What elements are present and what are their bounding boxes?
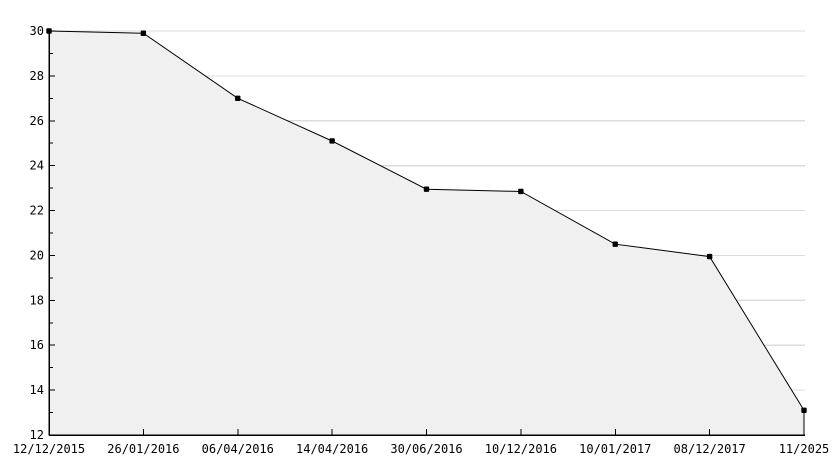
y-tick-label: 24: [30, 159, 44, 173]
y-tick-label: 16: [30, 338, 44, 352]
data-point-marker: [329, 138, 335, 144]
x-tick-label: 10/12/2016: [485, 442, 557, 456]
x-tick-label: 06/04/2016: [202, 442, 274, 456]
data-point-marker: [518, 188, 524, 195]
x-tick-label: 30/06/2016: [390, 442, 462, 456]
x-tick-label: 26/01/2016: [107, 442, 179, 456]
data-point-marker: [423, 186, 430, 192]
y-tick-label: 26: [30, 114, 44, 128]
y-tick-label: 22: [30, 204, 44, 218]
y-tick-label: 28: [30, 69, 44, 83]
y-tick-label: 20: [30, 248, 44, 262]
y-tick-label: 12: [30, 428, 44, 442]
x-tick-label: 08/12/2017: [674, 442, 746, 456]
x-tick-label: 14/04/2016: [296, 442, 368, 456]
data-point-marker: [235, 95, 241, 102]
x-tick-label: 11/2025: [779, 442, 830, 456]
x-tick-label: 10/01/2017: [579, 442, 651, 456]
data-point-marker: [706, 253, 713, 260]
data-point-marker: [140, 30, 147, 36]
data-point-marker: [612, 241, 618, 247]
y-tick-label: 30: [30, 24, 44, 38]
y-tick-label: 18: [30, 293, 44, 307]
data-point-marker: [801, 407, 807, 414]
x-tick-label: 12/12/2015: [13, 442, 85, 456]
data-point-marker: [46, 28, 52, 34]
y-tick-label: 14: [30, 383, 44, 397]
